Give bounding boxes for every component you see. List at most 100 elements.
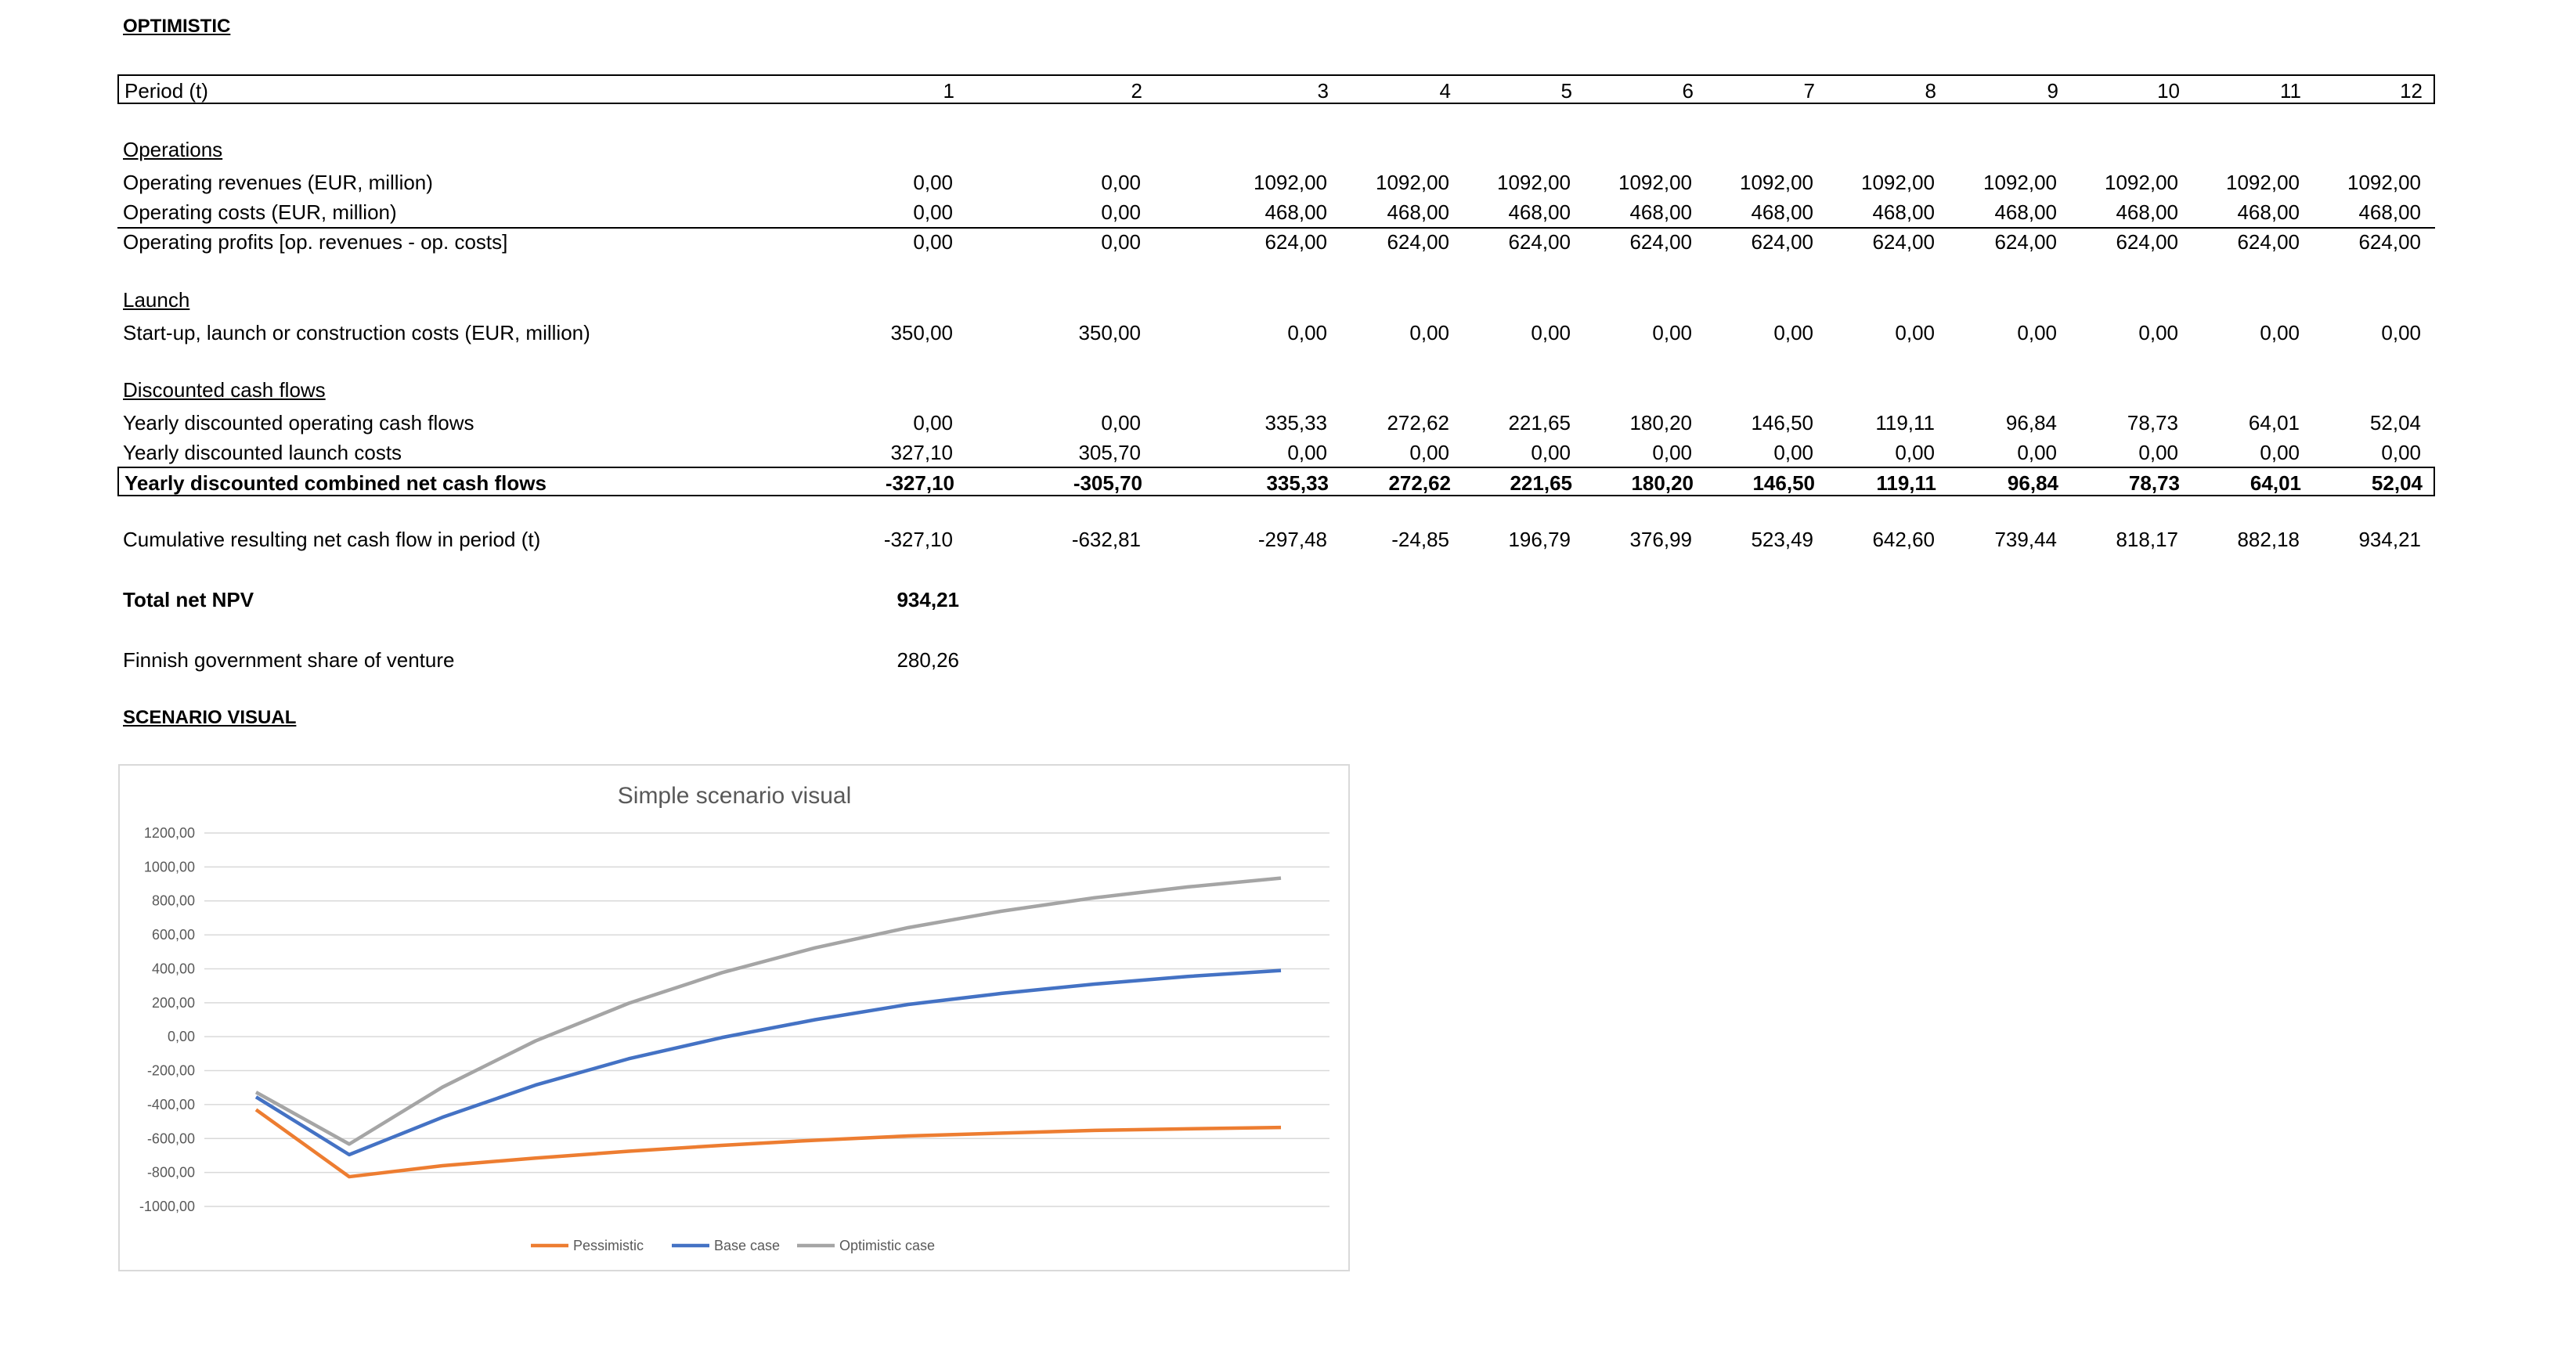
cell-value: 468,00 [2237,200,2300,224]
cell-value: 0,00 [1652,441,1692,464]
cell-value: 934,21 [2358,528,2421,551]
cell-value: 624,00 [2237,230,2300,254]
cell-value: 0,00 [1773,321,1813,344]
cell-value: 624,00 [1994,230,2057,254]
cell-value: 642,60 [1872,528,1935,551]
legend-label: Optimistic case [839,1238,935,1253]
cell-value: 272,62 [1387,411,1449,435]
cell-value: 0,00 [1409,441,1449,464]
cell-value: 196,79 [1508,528,1571,551]
cell-value: 0,00 [1101,171,1141,194]
cell-value: -327,10 [883,528,953,551]
legend-label: Pessimistic [573,1238,644,1253]
cell-value: 0,00 [2381,441,2421,464]
cell-value: 0,00 [1531,441,1571,464]
cell-value: 468,00 [1265,200,1327,224]
series-line-optimistic-case[interactable] [254,876,1282,1146]
cell-value: 0,00 [1531,321,1571,344]
series-line-pessimistic[interactable] [254,1108,1282,1179]
cell-value: 0,00 [1409,321,1449,344]
total-npv-value: 934,21 [897,588,959,611]
y-tick-label: -200,00 [147,1063,195,1079]
cell-value: 146,50 [1751,411,1813,435]
cell-value: 523,49 [1751,528,1813,551]
cell-value: 7 [1803,79,1815,103]
cell-value: 146,50 [1752,471,1815,495]
cell-value: 350,00 [1078,321,1141,344]
cell-value: 0,00 [2138,441,2178,464]
cell-value: 0,00 [913,411,953,435]
cell-value: 119,11 [1875,411,1935,435]
cumulative-label: Cumulative resulting net cash flow in pe… [123,528,541,551]
cumulative-row: Cumulative resulting net cash flow in pe… [117,525,2435,554]
cell-value: 11 [2280,79,2301,103]
gridlines [204,832,1329,1207]
cell-value: 8 [1925,79,1936,103]
cell-value: 624,00 [1387,230,1449,254]
row-label: Yearly discounted combined net cash flow… [124,471,547,495]
cell-value: -297,48 [1257,528,1327,551]
y-tick-label: -600,00 [147,1130,195,1146]
cell-value: 0,00 [1287,441,1327,464]
table-row: Operating profits [op. revenues - op. co… [117,227,2435,257]
total-npv-label: Total net NPV [123,588,254,611]
y-tick-label: -800,00 [147,1165,195,1181]
cell-value: 468,00 [2358,200,2421,224]
gov-share-row: Finnish government share of venture 280,… [117,645,959,675]
row-label: Yearly discounted launch costs [123,441,402,464]
table-row: Yearly discounted launch costs 327,10 305,… [117,438,2435,467]
cell-value: 96,84 [2005,411,2057,435]
table-row: Yearly discounted combined net cash flow… [117,467,2435,496]
y-tick-label: -1000,00 [139,1199,195,1214]
table-row: Operating costs (EUR, million) 0,00 0,00 46… [117,197,2435,229]
cell-value: 0,00 [1101,230,1141,254]
cell-value: 882,18 [2237,528,2300,551]
cell-value: 0,00 [2138,321,2178,344]
y-tick-label: 800,00 [152,893,195,909]
row-label: Operating revenues (EUR, million) [123,171,433,194]
operations-title: Operations [123,138,223,161]
cell-value: 327,10 [890,441,953,464]
series-line-base-case[interactable] [254,968,1282,1157]
row-label: Operating profits [op. revenues - op. co… [123,230,508,254]
chart-svg: Simple scenario visual 1200,00 1000,00 800… [139,783,1329,1253]
y-tick-label: -400,00 [147,1097,195,1112]
cell-value: 221,65 [1510,471,1572,495]
cell-value: 468,00 [1872,200,1935,224]
cell-value: 221,65 [1508,411,1571,435]
legend-label: Base case [714,1238,780,1253]
discounted-title: Discounted cash flows [123,378,326,402]
cell-value: 0,00 [1895,321,1935,344]
y-tick-label: 1200,00 [144,825,195,841]
cell-value: 468,00 [1994,200,2057,224]
cell-value: 1092,00 [1740,171,1813,194]
y-tick-labels: 1200,00 1000,00 800,00 600,00 400,00 200,00 0,… [139,825,195,1214]
period-row: Period (t) 1 2 3 4 5 6 7 8 9 10 11 12 [117,74,2435,104]
cell-value: 119,11 [1876,471,1936,495]
cell-value: 180,20 [1631,471,1694,495]
cell-value: 624,00 [1872,230,1935,254]
y-tick-label: 600,00 [152,927,195,943]
scenario-chart[interactable]: Simple scenario visual 1200,00 1000,00 800… [118,764,1350,1271]
cell-value: 0,00 [913,171,953,194]
cell-value: 0,00 [2381,321,2421,344]
cell-value: 2 [1131,79,1142,103]
cell-value: 52,04 [2371,471,2423,495]
y-tick-label: 200,00 [152,995,195,1011]
scenario-title: SCENARIO VISUAL [123,707,297,728]
cell-value: 4 [1439,79,1451,103]
table-row: Start-up, launch or construction costs (… [117,318,2435,348]
cell-value: 78,73 [2127,411,2178,435]
cell-value: 1092,00 [2105,171,2178,194]
cell-value: 272,62 [1388,471,1451,495]
cell-value: 6 [1682,79,1694,103]
period-label: Period (t) [124,79,208,103]
cell-value: 1092,00 [1618,171,1692,194]
cell-value: 9 [2047,79,2058,103]
cell-value: 0,00 [913,200,953,224]
cell-value: 64,01 [2249,471,2301,495]
cell-value: 10 [2157,79,2180,103]
gov-share-value: 280,26 [897,648,959,672]
cell-value: 468,00 [1629,200,1692,224]
cell-value: 305,70 [1078,441,1141,464]
